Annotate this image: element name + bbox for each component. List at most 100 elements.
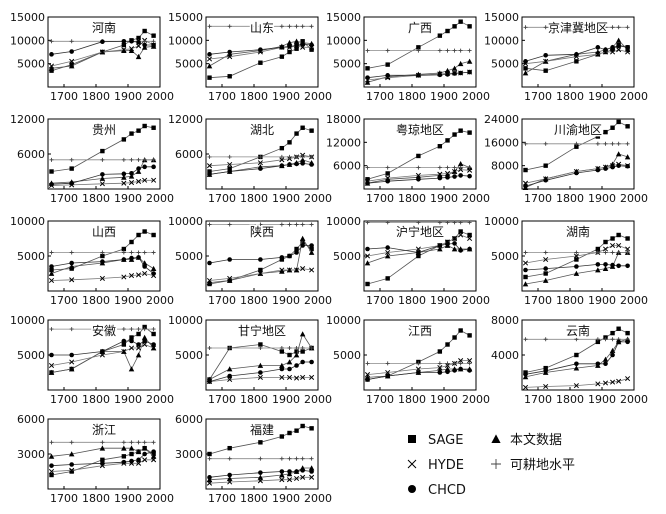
data-point xyxy=(300,468,305,473)
data-point xyxy=(121,327,126,332)
data-point xyxy=(142,157,147,162)
data-point xyxy=(99,175,106,181)
x-tick-label: 1900 xyxy=(430,192,458,205)
data-point xyxy=(100,157,105,162)
data-point xyxy=(385,165,390,170)
data-point xyxy=(574,52,579,57)
y-tick-label: 5000 xyxy=(17,250,45,263)
data-point xyxy=(543,52,548,58)
panel-title: 沪宁地区 xyxy=(396,224,444,239)
legend-item: CHCD xyxy=(408,483,466,498)
data-point xyxy=(416,253,421,259)
data-point xyxy=(415,246,421,252)
data-point xyxy=(457,160,464,167)
data-point xyxy=(452,48,457,53)
data-point xyxy=(258,440,263,445)
data-point xyxy=(437,361,442,366)
data-point xyxy=(625,339,630,345)
data-point xyxy=(458,220,463,225)
data-point xyxy=(279,145,285,151)
x-tick-label: 1900 xyxy=(430,393,458,406)
y-tick-label: 5000 xyxy=(175,250,203,263)
data-point xyxy=(121,180,127,186)
data-point xyxy=(294,428,299,433)
data-point xyxy=(129,440,134,445)
data-point xyxy=(445,175,450,180)
data-point xyxy=(227,54,233,60)
data-point xyxy=(279,24,284,29)
data-point xyxy=(445,48,450,53)
data-point xyxy=(136,250,141,255)
panel-title: 川渝地区 xyxy=(554,122,602,137)
data-point xyxy=(258,24,263,29)
data-point xyxy=(384,253,391,259)
data-point xyxy=(294,346,299,350)
series-line xyxy=(209,476,312,484)
data-point xyxy=(121,47,127,53)
x-tick-label: 2000 xyxy=(620,294,648,307)
data-point xyxy=(610,352,615,358)
data-point xyxy=(287,352,292,358)
x-tick-label: 2000 xyxy=(462,294,490,307)
data-point xyxy=(625,236,630,241)
data-point xyxy=(615,37,622,43)
data-point xyxy=(227,169,232,174)
data-point xyxy=(543,25,548,30)
data-point xyxy=(416,220,421,225)
data-point xyxy=(100,327,105,332)
legend-item: HYDE xyxy=(407,458,464,473)
data-point xyxy=(467,220,472,225)
series-line xyxy=(51,273,154,281)
data-point xyxy=(150,453,157,459)
data-point xyxy=(294,267,300,273)
y-tick-label: 4000 xyxy=(491,349,519,362)
data-point xyxy=(48,277,55,284)
data-point xyxy=(543,141,548,146)
data-point xyxy=(227,346,232,350)
legend-marker xyxy=(491,434,501,443)
panel-frame xyxy=(521,16,635,88)
panel: 5000 10000 1700 1800 1900 2000 山西 xyxy=(10,215,174,307)
y-tick-label: 5000 xyxy=(491,58,519,71)
data-point xyxy=(121,342,127,347)
data-point xyxy=(279,349,285,354)
data-point xyxy=(616,339,621,345)
data-point xyxy=(128,273,135,279)
data-point xyxy=(602,356,609,362)
data-point xyxy=(100,259,105,264)
data-point xyxy=(300,423,305,429)
data-point xyxy=(452,165,457,170)
data-point xyxy=(309,474,315,480)
data-point xyxy=(385,373,390,379)
data-point xyxy=(610,45,615,50)
y-tick-label: 15000 xyxy=(10,11,45,24)
data-point xyxy=(136,460,142,466)
data-point xyxy=(595,51,601,57)
data-point xyxy=(129,338,134,344)
panels: 5000 10000 15000 1700 1800 1900 2000 河南 5000 1000… xyxy=(10,11,648,505)
data-point xyxy=(136,43,142,49)
x-tick-label: 2000 xyxy=(304,192,332,205)
data-point xyxy=(309,42,314,48)
panel: 5000 10000 15000 1700 1800 1900 2000 山东 xyxy=(168,11,332,103)
data-point xyxy=(68,63,75,69)
data-point xyxy=(257,160,263,166)
data-point xyxy=(69,469,74,474)
data-point xyxy=(458,366,463,372)
data-point xyxy=(142,39,147,44)
data-point xyxy=(458,232,464,238)
data-point xyxy=(452,235,458,242)
data-point xyxy=(287,24,292,29)
data-point xyxy=(595,361,601,367)
data-point xyxy=(309,154,314,159)
x-tick-label: 1900 xyxy=(114,492,142,505)
data-point xyxy=(206,163,213,169)
data-point xyxy=(543,177,548,183)
data-point xyxy=(437,370,443,375)
legend-marker xyxy=(491,459,501,469)
panel: 6000 12000 1700 1800 1900 2000 湖北 xyxy=(168,113,332,205)
x-tick-label: 1800 xyxy=(398,393,426,406)
data-point xyxy=(543,383,549,390)
x-tick-label: 1700 xyxy=(366,90,394,103)
data-point xyxy=(452,71,457,76)
